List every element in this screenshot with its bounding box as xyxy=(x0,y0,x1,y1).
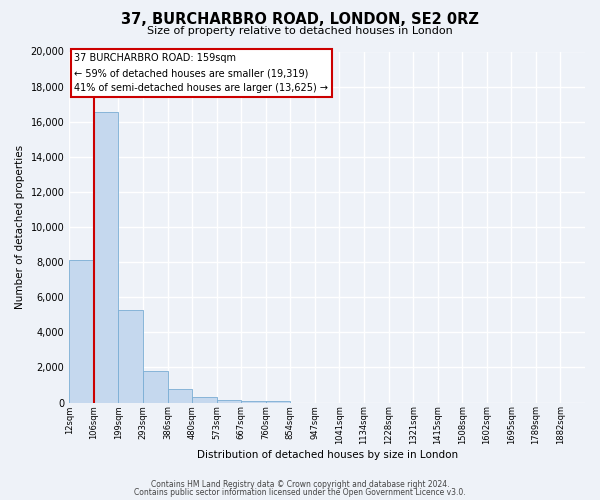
Bar xyxy=(167,390,192,402)
Bar xyxy=(192,398,217,402)
Bar xyxy=(266,401,290,402)
Bar xyxy=(69,260,94,402)
Bar xyxy=(118,310,143,402)
Text: Size of property relative to detached houses in London: Size of property relative to detached ho… xyxy=(147,26,453,36)
Text: Contains HM Land Registry data © Crown copyright and database right 2024.: Contains HM Land Registry data © Crown c… xyxy=(151,480,449,489)
Bar xyxy=(94,112,118,403)
X-axis label: Distribution of detached houses by size in London: Distribution of detached houses by size … xyxy=(197,450,458,460)
Text: 37 BURCHARBRO ROAD: 159sqm
← 59% of detached houses are smaller (19,319)
41% of : 37 BURCHARBRO ROAD: 159sqm ← 59% of deta… xyxy=(74,54,328,93)
Text: Contains public sector information licensed under the Open Government Licence v3: Contains public sector information licen… xyxy=(134,488,466,497)
Bar xyxy=(143,371,167,402)
Bar xyxy=(217,400,241,402)
Text: 37, BURCHARBRO ROAD, LONDON, SE2 0RZ: 37, BURCHARBRO ROAD, LONDON, SE2 0RZ xyxy=(121,12,479,28)
Y-axis label: Number of detached properties: Number of detached properties xyxy=(15,145,25,309)
Bar xyxy=(241,401,266,402)
